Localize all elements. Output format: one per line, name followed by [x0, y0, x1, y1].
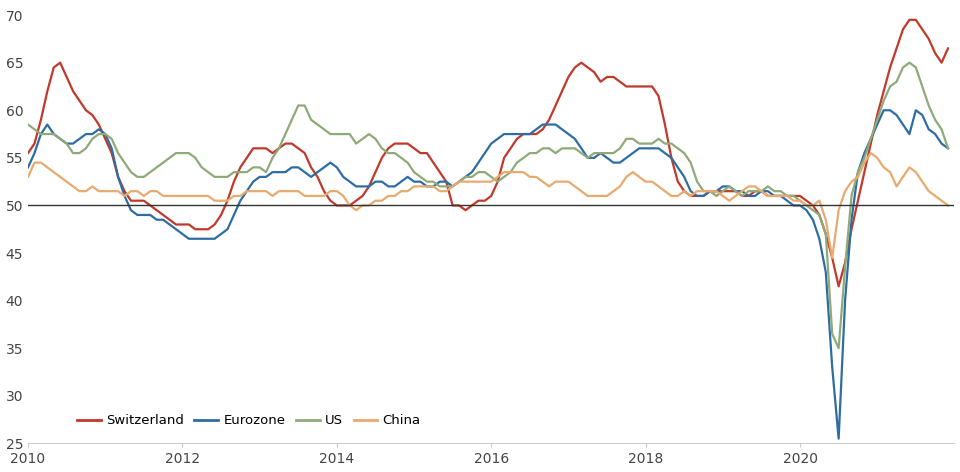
Legend: Switzerland, Eurozone, US, China: Switzerland, Eurozone, US, China	[72, 409, 426, 432]
